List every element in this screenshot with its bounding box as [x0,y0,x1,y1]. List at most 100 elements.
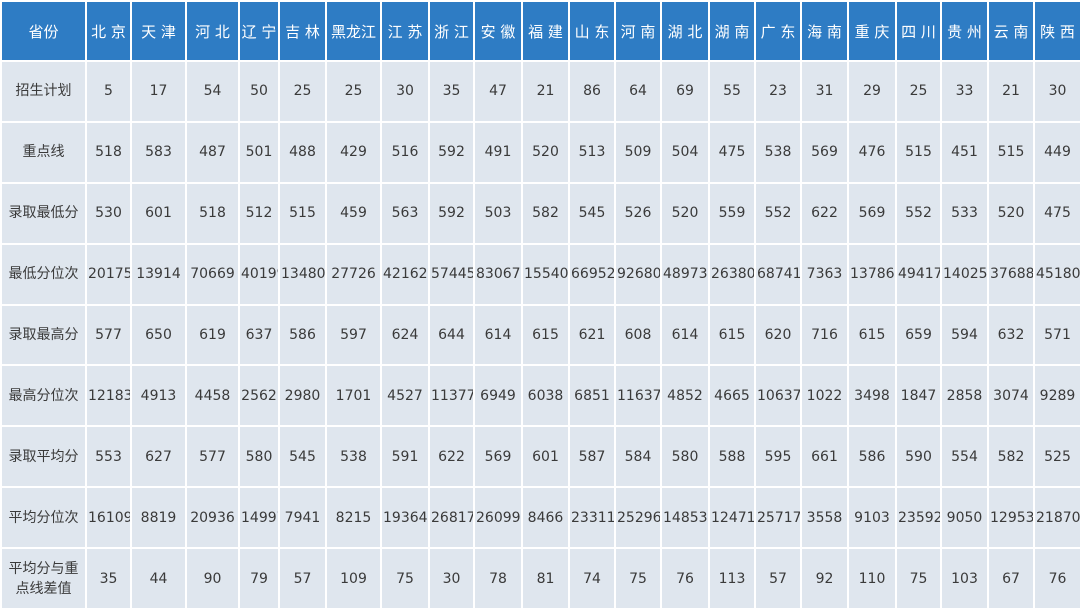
cell-value: 526 [614,181,662,245]
table-row: 最高分位次 12183 4913 4458 2562 2980 1701 4527 11377 6… [0,364,1080,428]
province-header: 黑龙江 [325,0,382,62]
province-header: 天 津 [130,0,187,62]
cell-value: 637 [238,303,280,367]
cell-value: 2980 [278,364,327,428]
cell-value: 614 [473,303,523,367]
cell-value: 33 [940,60,989,123]
cell-value: 76 [660,547,710,610]
cell-value: 4852 [660,364,710,428]
cell-value: 12183 [85,364,132,428]
cell-value: 68741 [754,242,802,306]
cell-value: 16109 [85,486,132,549]
cell-value: 110 [847,547,897,610]
cell-value: 75 [895,547,942,610]
cell-value: 40199 [238,242,280,306]
cell-value: 538 [325,425,382,489]
cell-value: 2858 [940,364,989,428]
cell-value: 595 [754,425,802,489]
cell-value: 54 [185,60,240,123]
cell-value: 35 [428,60,475,123]
cell-value: 491 [473,120,523,184]
province-header: 四 川 [895,0,942,62]
row-label: 最高分位次 [0,364,87,428]
cell-value: 1701 [325,364,382,428]
cell-value: 86 [568,60,616,123]
cell-value: 487 [185,120,240,184]
province-header: 海 南 [800,0,849,62]
cell-value: 30 [428,547,475,610]
row-label: 平均分与重点线差值 [0,547,87,610]
cell-value: 9050 [940,486,989,549]
cell-value: 21 [987,60,1035,123]
cell-value: 13914 [130,242,187,306]
cell-value: 48973 [660,242,710,306]
province-header: 陕 西 [1033,0,1080,62]
cell-value: 501 [238,120,280,184]
cell-value: 21 [521,60,570,123]
cell-value: 588 [708,425,756,489]
cell-value: 614 [660,303,710,367]
cell-value: 8819 [130,486,187,549]
cell-value: 13786 [847,242,897,306]
cell-value: 10637 [754,364,802,428]
province-header: 湖 北 [660,0,710,62]
cell-value: 21870 [1033,486,1080,549]
table-row: 平均分位次16109881920936149977941821519364268… [0,486,1080,549]
cell-value: 92680 [614,242,662,306]
cell-value: 449 [1033,120,1080,184]
cell-value: 6038 [521,364,570,428]
cell-value: 563 [380,181,430,245]
cell-value: 15540 [521,242,570,306]
cell-value: 17 [130,60,187,123]
cell-value: 79 [238,547,280,610]
cell-value: 429 [325,120,382,184]
province-header: 广 东 [754,0,802,62]
cell-value: 26817 [428,486,475,549]
cell-value: 3074 [987,364,1035,428]
cell-value: 552 [754,181,802,245]
cell-value: 661 [800,425,849,489]
cell-value: 594 [940,303,989,367]
cell-value: 620 [754,303,802,367]
cell-value: 50 [238,60,280,123]
cell-value: 1847 [895,364,942,428]
cell-value: 582 [521,181,570,245]
cell-value: 23592 [895,486,942,549]
cell-value: 545 [278,425,327,489]
cell-value: 615 [708,303,756,367]
cell-value: 20175 [85,242,132,306]
cell-value: 8215 [325,486,382,549]
cell-value: 9103 [847,486,897,549]
cell-value: 621 [568,303,616,367]
cell-value: 7941 [278,486,327,549]
cell-value: 518 [85,120,132,184]
row-label: 录取最低分 [0,181,87,245]
cell-value: 19364 [380,486,430,549]
cell-value: 622 [428,425,475,489]
cell-value: 5 [85,60,132,123]
cell-value: 75 [380,547,430,610]
cell-value: 57 [754,547,802,610]
cell-value: 545 [568,181,616,245]
cell-value: 586 [847,425,897,489]
cell-value: 608 [614,303,662,367]
cell-value: 42162 [380,242,430,306]
cell-value: 538 [754,120,802,184]
cell-value: 512 [238,181,280,245]
row-label: 重点线 [0,120,87,184]
row-label: 平均分位次 [0,486,87,549]
cell-value: 81 [521,547,570,610]
cell-value: 509 [614,120,662,184]
cell-value: 597 [325,303,382,367]
cell-value: 569 [473,425,523,489]
cell-value: 592 [428,181,475,245]
cell-value: 14025 [940,242,989,306]
cell-value: 503 [473,181,523,245]
cell-value: 475 [1033,181,1080,245]
cell-value: 530 [85,181,132,245]
cell-value: 23311 [568,486,616,549]
cell-value: 592 [428,120,475,184]
cell-value: 577 [185,425,240,489]
cell-value: 451 [940,120,989,184]
